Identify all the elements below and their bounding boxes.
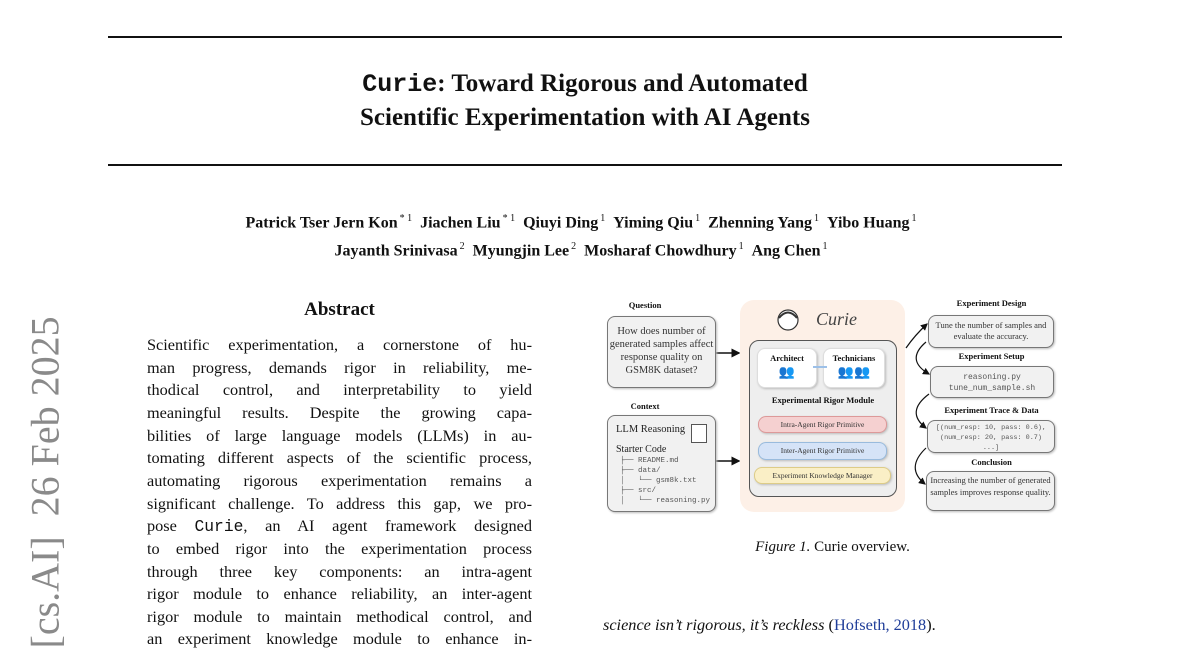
body-italic: science isn’t rigorous, it’s reckless [603, 615, 825, 634]
arrow-setup [915, 341, 931, 375]
caption-text: Curie overview. [810, 539, 910, 555]
body-text: science isn’t rigorous, it’s reckless (H… [603, 615, 936, 634]
caption-prefix: Figure 1. [755, 539, 811, 555]
author-affiliation: 1 [738, 241, 744, 253]
author-name: Jayanth Srinivasa [334, 242, 458, 260]
question-label: Question [628, 300, 662, 310]
author-name: Yiming Qiu [613, 214, 694, 232]
author-name: Jiachen Liu [420, 214, 501, 232]
conclusion-box: Increasing the number of generated sampl… [926, 471, 1055, 511]
author-name: Qiuyi Ding [523, 214, 599, 232]
authors: Patrick Tser Jern Kon * 1 Jiachen Liu * 1 Qi… [108, 207, 1062, 264]
setup-box: reasoning.py tune_num_sample.sh [930, 366, 1054, 398]
top-rule [108, 36, 1062, 38]
technicians-label: Technicians [832, 353, 876, 363]
inter-agent-box: Inter-Agent Rigor Primitive [758, 442, 887, 460]
abstract-line: thodical control, and interpretability t… [147, 380, 532, 400]
architect-box: Architect 👥 [757, 348, 817, 388]
architect-technician-link [813, 366, 827, 368]
code-line: reasoning.py [963, 373, 1021, 382]
abstract-heading: Abstract [304, 299, 375, 320]
context-box: LLM Reasoning Starter Code ├── README.md… [607, 415, 716, 512]
setup-label: Experiment Setup [958, 351, 1025, 361]
author-name: Yibo Huang [827, 214, 910, 232]
arrow-design [905, 323, 928, 349]
architect-label: Architect [770, 353, 804, 363]
author-affiliation: 1 [600, 213, 606, 224]
title-curie: Curie [362, 70, 438, 99]
author-affiliation: * 1 [502, 213, 516, 224]
author-affiliation: 1 [822, 241, 828, 253]
code-line: ├── README.md [620, 457, 679, 465]
architect-icon: 👥 [778, 364, 796, 379]
author-name: Patrick Tser Jern Kon [245, 214, 398, 232]
author-affiliation: 1 [695, 213, 701, 224]
author-affiliation: 1 [814, 213, 819, 224]
citation-link[interactable]: Hofseth, 2018 [833, 615, 927, 634]
document-icon [691, 424, 707, 443]
code-line: ├── src/ [620, 487, 657, 495]
bottom-rule [108, 164, 1062, 166]
trace-box: [(num_resp: 10, pass: 0.6), (num_resp: 20… [927, 420, 1055, 453]
author-name: Ang Chen [751, 242, 821, 260]
abstract-line: rigor module to maintain methodical cont… [147, 606, 532, 626]
abstract-line: significant challenge. To address this g… [147, 493, 532, 513]
abstract-line: bilities of large language models (LLMs)… [147, 425, 532, 445]
abstract-line: man progress, demands rigor in reliabili… [147, 357, 532, 377]
code-line: [(num_resp: 10, pass: 0.6), [935, 424, 1047, 432]
code-line: │ └── reasoning.py [620, 497, 711, 505]
title-line-2: Scientific Experimentation with AI Agent… [360, 104, 810, 131]
author-name: Zhenning Yang [708, 214, 812, 232]
abstract-line: an experiment knowledge module to enhanc… [147, 629, 532, 649]
context-label: Context [630, 401, 660, 411]
author-affiliation: 2 [571, 241, 577, 253]
code-line: │ └── gsm8k.txt [620, 477, 697, 485]
trace-label: Experiment Trace & Data [944, 405, 1039, 415]
code-line: tune_num_sample.sh [948, 384, 1036, 393]
abstract-line: Scientific experimentation, a cornerston… [147, 335, 532, 354]
curie-name: Curie [816, 309, 858, 329]
arrow-trace [915, 393, 930, 429]
author-name: Myungjin Lee [472, 242, 570, 260]
technicians-icon: 👥👥 [837, 364, 871, 379]
conclusion-label: Conclusion [971, 457, 1012, 467]
abstract-line: to embed rigor into the experimentation … [147, 538, 532, 558]
figure-caption: Figure 1. Curie overview. [603, 539, 1062, 556]
abstract-line: rigor module to enhance reliability, an … [147, 584, 532, 604]
technicians-box: Technicians 👥👥 [823, 348, 885, 388]
module-label: Experimental Rigor Module [771, 395, 875, 405]
author-affiliation: 1 [911, 213, 917, 224]
title-line-1: : Toward Rigorous and Automated [437, 70, 808, 97]
question-box: How does number of generated samples aff… [607, 316, 716, 388]
curie-face-icon [777, 309, 799, 331]
code-line: (num_resp: 20, pass: 0.7) [940, 434, 1042, 442]
design-box: Tune the number of samples and evaluate … [928, 315, 1054, 348]
author-affiliation: 2 [459, 241, 465, 253]
intra-agent-box: Intra-Agent Rigor Primitive [758, 416, 887, 433]
abstract-line: through three key components: an intra-a… [147, 561, 532, 581]
authors-line-1: Patrick Tser Jern Kon * 1 Jiachen Liu * 1 Qi… [108, 207, 1062, 235]
abstract-line: automating rigorous experimentation rema… [147, 470, 532, 490]
starter-code-label: Starter Code [616, 444, 667, 455]
file-tree: ├── README.md ├── data/ │ └── gsm8k.txt ├──… [620, 456, 715, 506]
abstract-line: meaningful results. Despite the growing … [147, 402, 532, 422]
paper-title: Curie: Toward Rigorous and Automated Sci… [108, 67, 1062, 134]
abstract-line: tomating different aspects of the scient… [147, 448, 532, 468]
code-line: ...] [982, 444, 1000, 452]
abstract-line: pose Curie, an AI agent framework design… [147, 516, 532, 537]
context-title: LLM Reasoning [616, 424, 686, 435]
curie-inline: Curie [194, 517, 244, 537]
knowledge-manager-box: Experiment Knowledge Manager [754, 467, 891, 484]
author-name: Mosharaf Chowdhury [584, 242, 737, 260]
authors-line-2: Jayanth Srinivasa 2 Myungjin Lee 2 Mosharaf … [108, 235, 1062, 263]
arrow-conclusion [914, 447, 927, 485]
author-affiliation: * 1 [399, 213, 413, 224]
code-line: ├── data/ [620, 467, 661, 475]
design-label: Experiment Design [956, 298, 1027, 308]
